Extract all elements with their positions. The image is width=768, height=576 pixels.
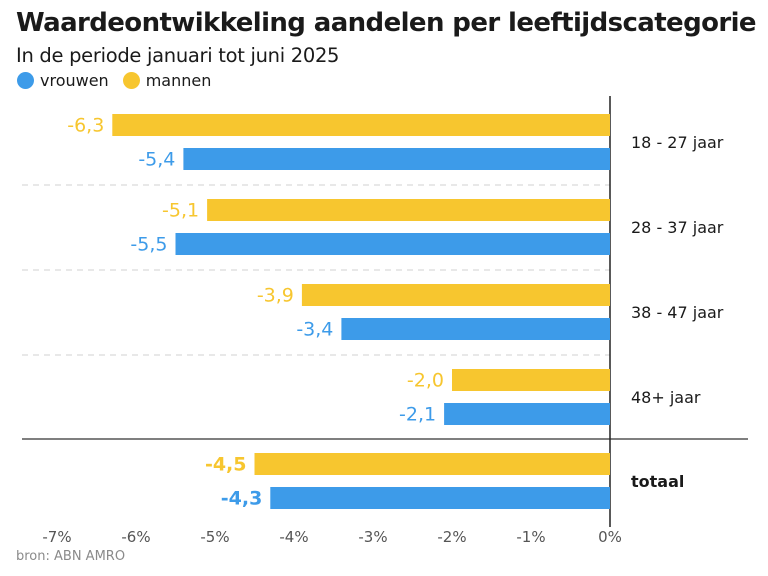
- x-tick-label: -4%: [279, 528, 308, 546]
- data-label-mannen: -2,0: [407, 370, 444, 392]
- data-label-mannen: -4,5: [205, 454, 247, 476]
- data-label-vrouwen: -5,5: [130, 234, 167, 256]
- bar-vrouwen: [444, 403, 610, 425]
- bar-vrouwen: [183, 148, 610, 170]
- data-label-vrouwen: -2,1: [399, 404, 436, 426]
- x-tick-label: -7%: [42, 528, 71, 546]
- bar-mannen: [452, 369, 610, 391]
- bar-mannen: [112, 114, 611, 136]
- chart-title: Waardeontwikkeling aandelen per leeftijd…: [16, 8, 757, 38]
- data-label-vrouwen: -4,3: [221, 488, 263, 510]
- x-tick-label: -6%: [121, 528, 150, 546]
- category-label: totaal: [631, 472, 684, 491]
- legend: vrouwen mannen: [17, 71, 225, 90]
- data-label-vrouwen: -3,4: [296, 319, 333, 341]
- legend-item-vrouwen: vrouwen: [17, 71, 109, 90]
- category-label: 28 - 37 jaar: [631, 218, 724, 237]
- chart-subtitle: In de periode januari tot juni 2025: [16, 44, 340, 67]
- legend-item-mannen: mannen: [122, 71, 212, 90]
- legend-swatch-vrouwen: [17, 72, 34, 89]
- data-label-vrouwen: -5,4: [138, 149, 175, 171]
- x-tick-label: -1%: [516, 528, 545, 546]
- category-label: 38 - 47 jaar: [631, 303, 724, 322]
- category-label: 18 - 27 jaar: [631, 133, 724, 152]
- bar-vrouwen: [341, 318, 610, 340]
- x-tick-label: -5%: [200, 528, 229, 546]
- bar-mannen: [301, 284, 610, 306]
- bar-vrouwen: [270, 487, 610, 509]
- x-tick-label: -2%: [437, 528, 466, 546]
- bar-vrouwen: [175, 233, 610, 255]
- data-label-mannen: -3,9: [257, 285, 294, 307]
- x-tick-label: 0%: [598, 528, 622, 546]
- x-tick-label: -3%: [358, 528, 387, 546]
- legend-label-mannen: mannen: [145, 71, 212, 90]
- bar-mannen: [207, 199, 610, 221]
- legend-swatch-mannen: [122, 72, 140, 89]
- legend-label-vrouwen: vrouwen: [40, 71, 109, 90]
- category-label: 48+ jaar: [631, 388, 701, 407]
- data-label-mannen: -5,1: [162, 200, 199, 222]
- data-label-mannen: -6,3: [67, 115, 104, 137]
- bar-mannen: [254, 453, 610, 475]
- source-note: bron: ABN AMRO: [16, 549, 126, 564]
